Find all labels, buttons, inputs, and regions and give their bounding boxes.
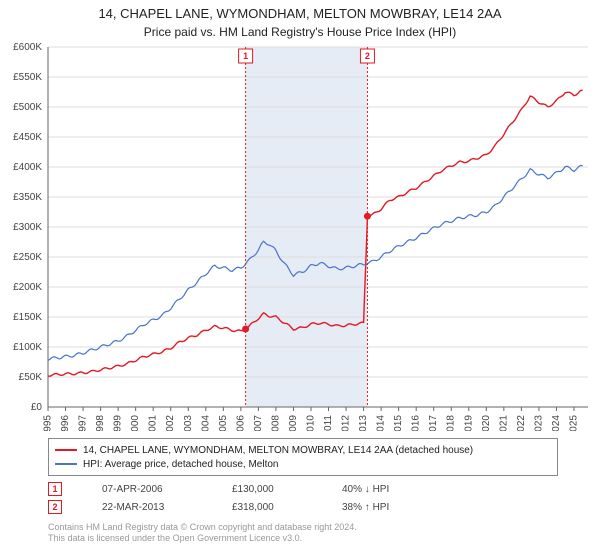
legend-box: 14, CHAPEL LANE, WYMONDHAM, MELTON MOWBR… [48,438,558,476]
svg-text:2019: 2019 [463,414,474,430]
chart-area: £0 £50K £100K £150K £200K £250K £300K £350K £400… [0,39,600,431]
svg-text:2011: 2011 [323,414,334,430]
legend-label: 14, CHAPEL LANE, WYMONDHAM, MELTON MOWBR… [83,445,473,456]
svg-text:£500K: £500K [13,102,42,113]
svg-text:1996: 1996 [60,414,71,430]
event-price: £130,000 [232,484,302,495]
svg-text:2004: 2004 [200,414,211,430]
legend-row: HPI: Average price, detached house, Melt… [55,457,551,471]
legend-label: HPI: Average price, detached house, Melt… [83,459,279,470]
svg-text:1: 1 [243,51,248,61]
footer-line1: Contains HM Land Registry data © Crown c… [48,522,558,533]
event-row: 2 22-MAR-2013 £318,000 38% ↑ HPI [48,498,558,516]
event-date: 07-APR-2006 [102,484,192,495]
svg-text:2024: 2024 [551,414,562,430]
svg-text:2015: 2015 [393,414,404,430]
svg-text:2012: 2012 [341,414,352,430]
svg-text:1999: 1999 [113,414,124,430]
svg-text:2006: 2006 [235,414,246,430]
svg-text:£550K: £550K [13,72,42,83]
event-date: 22-MAR-2013 [102,502,192,513]
legend-swatch [55,463,77,465]
svg-text:1995: 1995 [43,414,54,430]
event-row: 1 07-APR-2006 £130,000 40% ↓ HPI [48,480,558,498]
svg-text:2018: 2018 [446,414,457,430]
event-hpi: 38% ↑ HPI [342,502,432,513]
event-price: £318,000 [232,502,302,513]
svg-text:2008: 2008 [270,414,281,430]
svg-text:2005: 2005 [218,414,229,430]
svg-text:£150K: £150K [13,312,42,323]
line-chart-svg: £0 £50K £100K £150K £200K £250K £300K £350K £400… [0,39,600,431]
svg-text:£0: £0 [31,402,43,413]
chart-title-line2: Price paid vs. HM Land Registry's House … [0,23,600,39]
chart-title-line1: 14, CHAPEL LANE, WYMONDHAM, MELTON MOWBR… [0,0,600,23]
svg-text:2023: 2023 [533,414,544,430]
svg-text:2021: 2021 [498,414,509,430]
legend-swatch [55,449,77,451]
svg-text:2010: 2010 [305,414,316,430]
svg-text:2017: 2017 [428,414,439,430]
svg-text:2025: 2025 [568,414,579,430]
svg-text:2014: 2014 [376,414,387,430]
svg-text:£100K: £100K [13,342,42,353]
svg-text:£250K: £250K [13,252,42,263]
svg-text:2022: 2022 [516,414,527,430]
svg-text:2009: 2009 [288,414,299,430]
svg-text:£350K: £350K [13,192,42,203]
svg-text:£300K: £300K [13,222,42,233]
svg-text:£200K: £200K [13,282,42,293]
svg-text:2000: 2000 [130,414,141,430]
event-hpi: 40% ↓ HPI [342,484,432,495]
svg-text:£600K: £600K [13,42,42,53]
svg-text:£50K: £50K [19,372,43,383]
svg-text:2013: 2013 [358,414,369,430]
event-marker: 2 [48,500,62,514]
svg-text:2: 2 [365,51,370,61]
events-table: 1 07-APR-2006 £130,000 40% ↓ HPI 2 22-MAR-201… [48,480,558,516]
svg-text:1998: 1998 [95,414,106,430]
footer-attribution: Contains HM Land Registry data © Crown c… [48,522,558,545]
svg-text:2001: 2001 [148,414,159,430]
legend-row: 14, CHAPEL LANE, WYMONDHAM, MELTON MOWBR… [55,443,551,457]
svg-text:2020: 2020 [481,414,492,430]
svg-text:2003: 2003 [183,414,194,430]
svg-text:2002: 2002 [165,414,176,430]
svg-text:£400K: £400K [13,162,42,173]
svg-text:1997: 1997 [78,414,89,430]
svg-text:2007: 2007 [253,414,264,430]
footer-line2: This data is licensed under the Open Gov… [48,533,558,544]
svg-text:2016: 2016 [411,414,422,430]
svg-text:£450K: £450K [13,132,42,143]
event-marker: 1 [48,482,62,496]
